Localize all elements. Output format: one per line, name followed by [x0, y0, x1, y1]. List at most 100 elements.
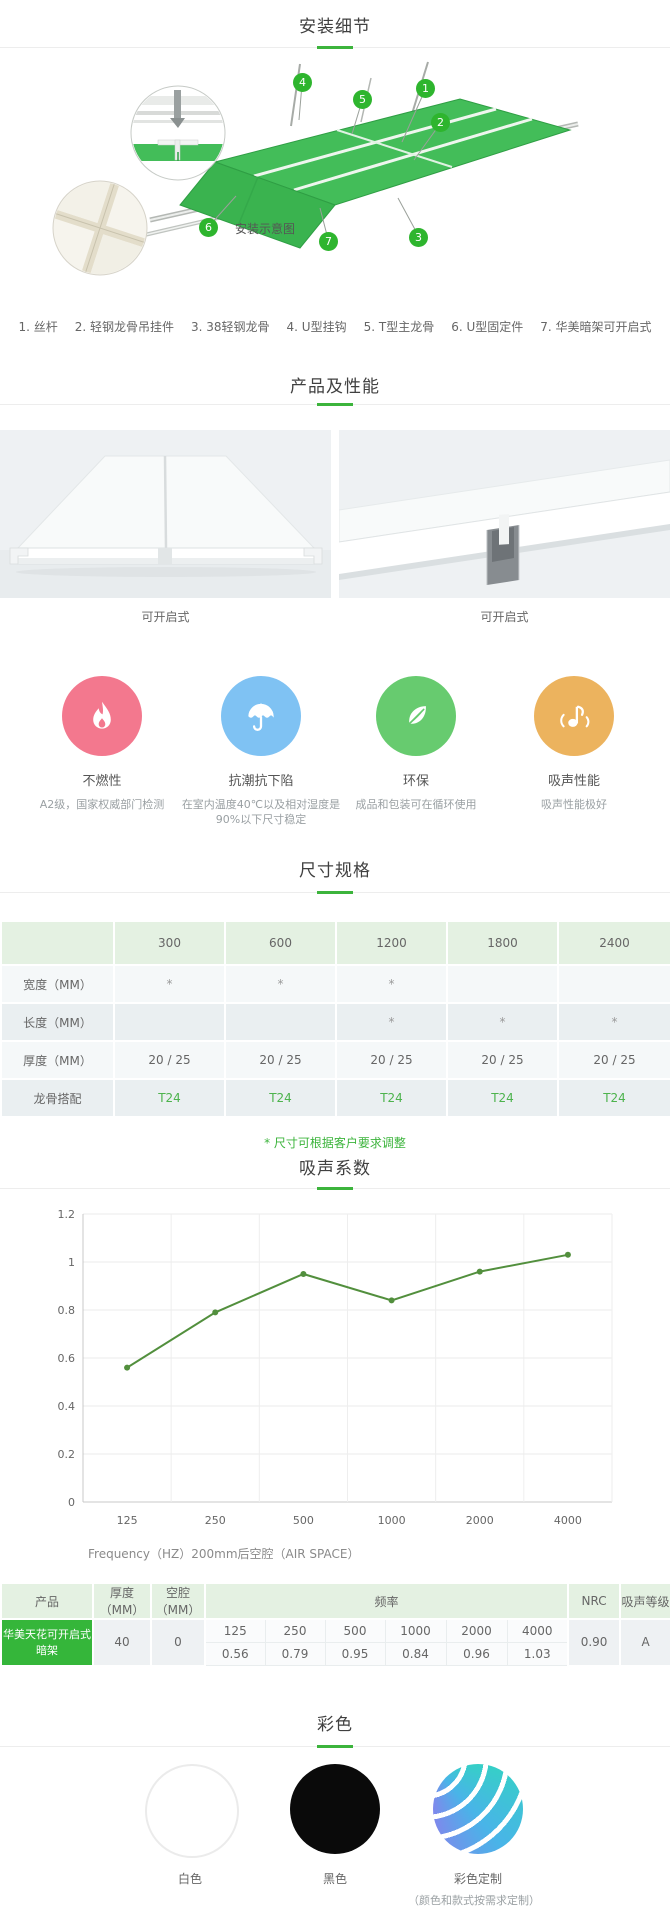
feature-label: 环保 — [402, 774, 429, 789]
nrc-cell: 0.90 — [567, 1618, 622, 1667]
legend-item: 7. 华美暗架可开启式 — [540, 320, 652, 334]
product-name-cell: 华美天花可开启式暗架 — [0, 1618, 94, 1667]
feature-eco-friendly: 环保 成品和包装可在循环使用 — [331, 676, 501, 812]
cell — [224, 1002, 337, 1042]
cell: T24 — [446, 1078, 559, 1118]
green-accent-bar — [317, 891, 353, 894]
badge-7: 7 — [319, 232, 338, 251]
freq-cell: 1000 — [384, 1618, 447, 1643]
installation-diagram — [48, 61, 579, 286]
section-title-size: 尺寸规格 — [299, 861, 371, 881]
svg-text:1.2: 1.2 — [58, 1208, 76, 1221]
svg-text:125: 125 — [117, 1514, 138, 1527]
legend-item: 3. 38轻钢龙骨 — [190, 320, 270, 334]
legend-item: 5. T型主龙骨 — [363, 320, 435, 334]
header-cell: 空腔（MM） — [150, 1582, 206, 1620]
green-accent-bar — [317, 1187, 353, 1190]
header-cell: 1200 — [335, 920, 448, 966]
cell: 20 / 25 — [557, 1040, 670, 1080]
green-accent-bar — [317, 1745, 353, 1748]
cell — [446, 964, 559, 1004]
cell: T24 — [557, 1078, 670, 1118]
feature-desc: 在室内温度40℃以及相对湿度是90%以下尺寸稳定 — [181, 798, 341, 826]
freq-cell: 500 — [324, 1618, 386, 1643]
grade-cell: A — [619, 1618, 670, 1667]
size-note: * 尺寸可根据客户要求调整 — [264, 1136, 406, 1150]
section-divider — [0, 891, 670, 894]
photo-caption: 可开启式 — [141, 610, 190, 624]
feature-desc: 成品和包装可在循环使用 — [355, 798, 477, 811]
cell: 20 / 25 — [224, 1040, 337, 1080]
header-cell — [0, 920, 115, 966]
table-row-frequencies: 华美天花可开启式暗架 40 0 125 250 500 1000 2000 40… — [0, 1618, 670, 1667]
photo-caption: 可开启式 — [480, 610, 529, 624]
svg-text:1000: 1000 — [378, 1514, 406, 1527]
badge-2: 2 — [431, 113, 450, 132]
value-cell: 0.96 — [445, 1642, 508, 1666]
header-cell: 产品 — [0, 1582, 94, 1620]
svg-text:0.8: 0.8 — [58, 1304, 76, 1317]
legend-item: 6. U型固定件 — [451, 320, 524, 334]
value-cell: 0.95 — [324, 1642, 386, 1666]
cell: * — [335, 964, 448, 1004]
feature-sound-absorption: 吸声性能 吸声性能极好 — [489, 676, 659, 812]
header-cell: 600 — [224, 920, 337, 966]
header-cell: 频率 — [203, 1582, 570, 1620]
feature-noncombustible: 不燃性 A2级，国家权威部门检测 — [17, 676, 187, 812]
feature-label: 不燃性 — [82, 774, 122, 789]
section-title-absorption: 吸声系数 — [299, 1159, 371, 1179]
green-accent-bar — [317, 46, 353, 49]
music-note-icon — [534, 676, 614, 756]
row-label: 宽度（MM） — [0, 964, 115, 1004]
svg-text:250: 250 — [205, 1514, 226, 1527]
umbrella-icon — [221, 676, 301, 756]
section-divider — [0, 46, 670, 49]
freq-cell: 125 — [204, 1618, 266, 1643]
header-cell: NRC — [567, 1582, 622, 1620]
swatch-label: 白色 — [177, 1872, 202, 1886]
section-divider — [0, 1187, 670, 1190]
green-accent-bar — [317, 403, 353, 406]
svg-text:1: 1 — [68, 1256, 75, 1269]
header-cell: 厚度（MM） — [92, 1582, 152, 1620]
legend-item: 2. 轻钢龙骨吊挂件 — [74, 320, 174, 334]
cell: * — [335, 1002, 448, 1042]
thickness-cell: 40 — [92, 1618, 152, 1667]
svg-text:0.6: 0.6 — [58, 1352, 76, 1365]
table-row-keel: 龙骨搭配 T24 T24 T24 T24 T24 — [0, 1078, 670, 1118]
value-cell: 0.84 — [384, 1642, 447, 1666]
cell: * — [113, 964, 226, 1004]
cell: 20 / 25 — [335, 1040, 448, 1080]
black-color-swatch — [290, 1764, 380, 1854]
value-cell: 1.03 — [506, 1642, 569, 1666]
tile-corner-inset — [48, 170, 151, 286]
diagram-legend: 1. 丝杆 2. 轻钢龙骨吊挂件 3. 38轻钢龙骨 4. U型挂钩 5. T型… — [0, 318, 670, 335]
color-fan-swatch — [433, 1764, 523, 1854]
chart-caption: Frequency（HZ）200mm后空腔（AIR SPACE） — [88, 1547, 360, 1561]
cavity-cell: 0 — [150, 1618, 206, 1667]
size-spec-table: 300 600 1200 1800 2400 宽度（MM） * * * 长度（M… — [0, 920, 670, 1118]
absorption-line-chart: 0 0.2 0.4 0.6 0.8 1 1.2 125 250 500 1000 2000 4000 — [58, 1208, 613, 1527]
section-divider — [0, 403, 670, 406]
header-cell: 2400 — [557, 920, 670, 966]
section-title-product: 产品及性能 — [290, 377, 380, 397]
feature-label: 吸声性能 — [547, 774, 600, 789]
badge-5: 5 — [353, 90, 372, 109]
freq-cell: 4000 — [506, 1618, 569, 1643]
opened-panel — [179, 161, 336, 249]
swatch-label: 黑色 — [322, 1872, 347, 1886]
table-row-width: 宽度（MM） * * * — [0, 964, 670, 1004]
cell: 20 / 25 — [446, 1040, 559, 1080]
legend-item: 4. U型挂钩 — [286, 320, 347, 334]
flame-icon — [62, 676, 142, 756]
badge-1: 1 — [416, 79, 435, 98]
table-row-length: 长度（MM） * * * — [0, 1002, 670, 1042]
freq-cell: 250 — [264, 1618, 326, 1643]
swatch-label: 彩色定制 — [453, 1872, 502, 1886]
section-title-colors: 彩色 — [317, 1715, 353, 1735]
svg-text:0.2: 0.2 — [58, 1448, 76, 1461]
cell — [557, 964, 670, 1004]
absorption-data-table: 产品 厚度（MM） 空腔（MM） 频率 NRC 吸声等级 华美天花可开启式暗架 … — [0, 1582, 670, 1667]
svg-text:2000: 2000 — [466, 1514, 494, 1527]
